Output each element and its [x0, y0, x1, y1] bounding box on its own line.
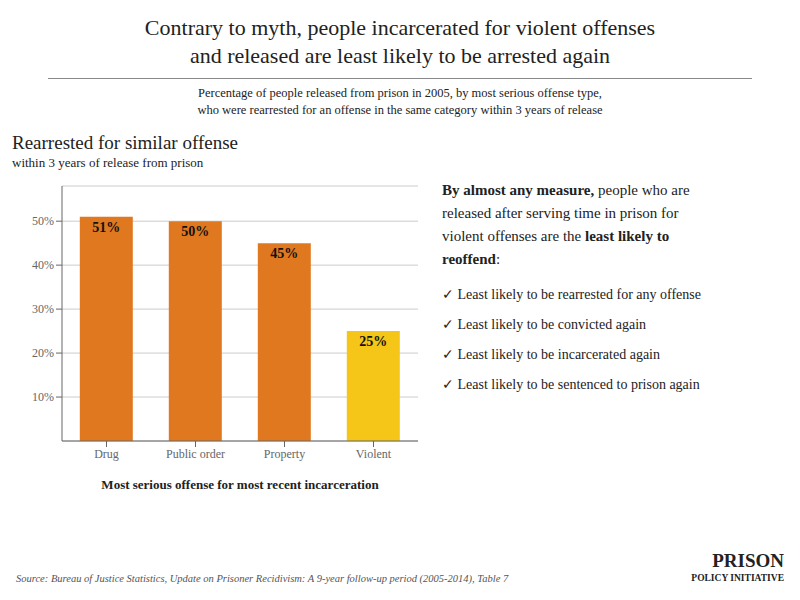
html-text:and released are least likely: and released are least likely to be arre…	[189, 43, 611, 68]
svg-text:Violent: Violent	[356, 447, 392, 461]
html-text:Rearrested for similar offense: Rearrested for similar offense	[12, 132, 238, 153]
html-text:Contrary to myth, people incar: Contrary to myth, people incarcerated fo…	[144, 15, 656, 40]
svg-text:40%: 40%	[32, 258, 54, 272]
html-text:✓ Least likely to be rearreste: ✓ Least likely to be rearrested for any …	[442, 287, 701, 302]
html-text:PRISON: PRISON	[712, 550, 784, 571]
html-text:within 3 years of release from: within 3 years of release from prison	[12, 155, 204, 170]
svg-text:Most serious offense for most: Most serious offense for most recent inc…	[101, 477, 379, 492]
svg-text:10%: 10%	[32, 390, 54, 404]
svg-text:30%: 30%	[32, 302, 54, 316]
svg-text:45%: 45%	[270, 246, 298, 261]
html-text:By almost any measure, people: By almost any measure, people who are re…	[442, 182, 690, 267]
html-text:✓ Least likely to be sentenced: ✓ Least likely to be sentenced to prison…	[442, 377, 700, 392]
html-text:✓ Least likely to be incarcera: ✓ Least likely to be incarcerated again	[442, 347, 660, 362]
html-text:who were rearrested for an off: who were rearrested for an offense in th…	[197, 103, 603, 117]
svg-text:Property: Property	[264, 447, 305, 461]
html-text:Percentage of people released: Percentage of people released from priso…	[198, 86, 602, 100]
html-text:POLICY INITIATIVE: POLICY INITIATIVE	[691, 573, 784, 583]
svg-text:20%: 20%	[32, 346, 54, 360]
html-text:Source: Bureau of Justice Stat: Source: Bureau of Justice Statistics, Up…	[16, 573, 509, 584]
svg-text:50%: 50%	[181, 224, 209, 239]
svg-text:Drug: Drug	[94, 447, 119, 461]
svg-text:25%: 25%	[359, 334, 387, 349]
svg-text:50%: 50%	[32, 214, 54, 228]
svg-text:51%: 51%	[92, 220, 120, 235]
svg-text:Public order: Public order	[166, 447, 225, 461]
html-text:✓ Least likely to be convicted: ✓ Least likely to be convicted again	[442, 317, 646, 332]
